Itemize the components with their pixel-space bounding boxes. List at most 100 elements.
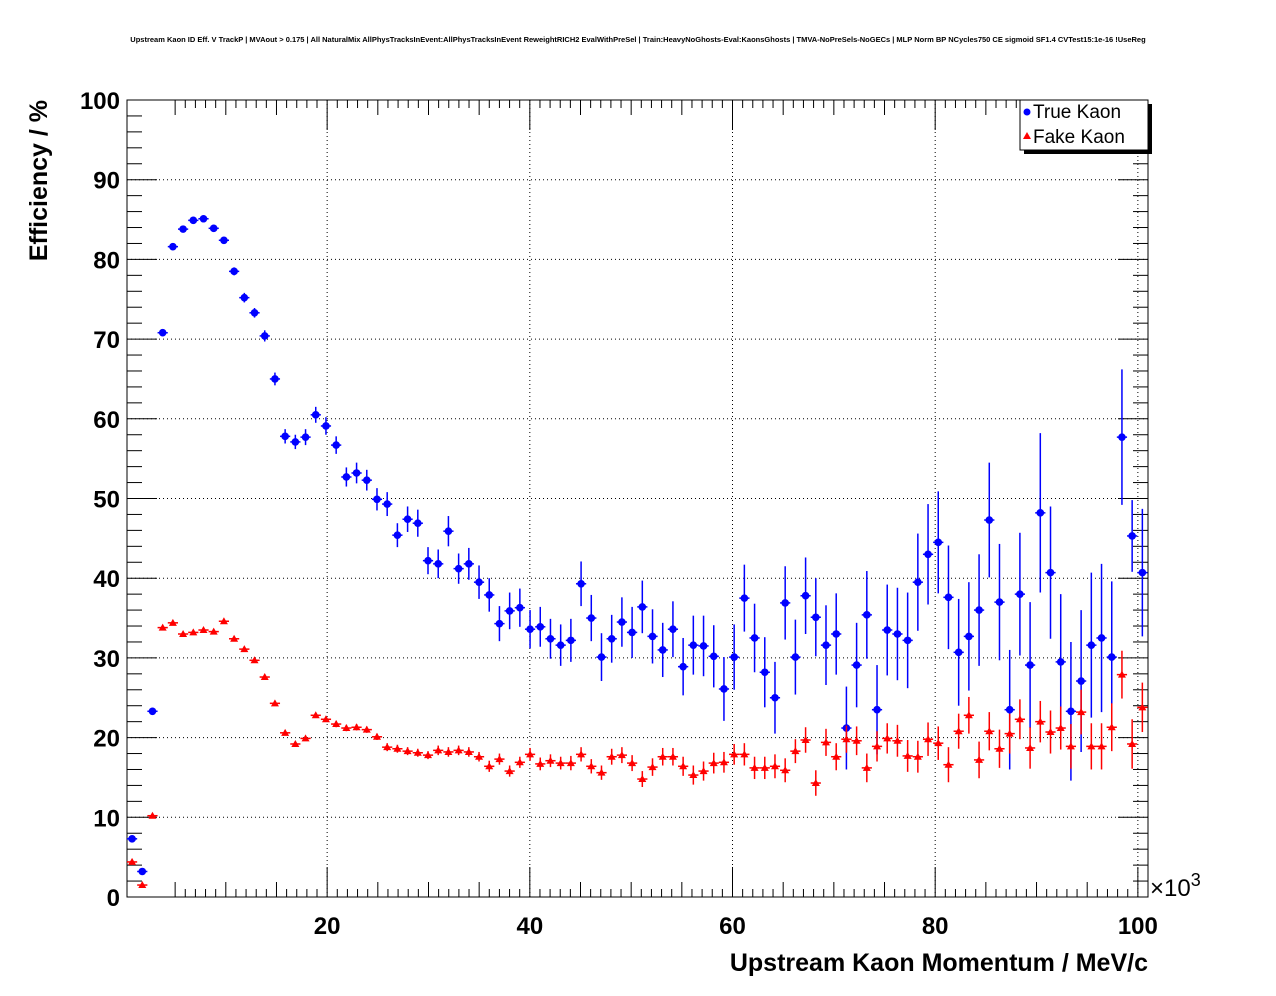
circle-marker [179, 225, 187, 233]
triangle-marker [383, 743, 392, 751]
circle-marker [424, 556, 432, 565]
data-point [973, 741, 985, 779]
triangle-marker [679, 762, 688, 770]
data-point [1116, 369, 1128, 505]
circle-marker [924, 550, 932, 559]
data-point [933, 726, 944, 760]
data-point [800, 727, 811, 753]
circle-marker [332, 441, 340, 449]
data-point [1045, 506, 1056, 639]
circle-marker [791, 653, 800, 661]
series-true-kaon [126, 214, 1148, 876]
triangle-marker [526, 750, 535, 758]
circle-marker [516, 603, 524, 612]
circle-marker [822, 641, 830, 649]
circle-marker [230, 267, 238, 276]
circle-marker [1026, 661, 1034, 669]
triangle-marker [485, 762, 494, 770]
circle-marker [495, 619, 504, 628]
data-point [922, 722, 934, 756]
data-point [1127, 500, 1138, 572]
circle-marker [607, 634, 616, 643]
data-point [535, 606, 546, 647]
triangle-marker [352, 723, 361, 731]
data-point [147, 707, 158, 716]
circle-marker [699, 642, 708, 650]
data-point [769, 754, 781, 779]
triangle-marker [321, 715, 330, 723]
data-point [402, 747, 413, 756]
data-point [596, 633, 607, 682]
data-point [1045, 710, 1056, 754]
data-point [280, 728, 291, 736]
data-point [157, 328, 168, 337]
data-point [188, 216, 199, 225]
data-point [780, 758, 791, 783]
data-point [800, 557, 811, 634]
data-point [524, 610, 536, 649]
data-point [882, 584, 893, 676]
data-point [1055, 706, 1066, 750]
data-point [627, 606, 638, 658]
data-point [657, 622, 668, 678]
data-point [912, 533, 923, 631]
triangle-marker [475, 752, 484, 760]
data-point [810, 578, 821, 657]
triangle-marker [924, 735, 933, 743]
circle-marker [638, 603, 647, 611]
circle-marker [291, 438, 300, 446]
triangle-marker [658, 752, 667, 760]
triangle-marker [985, 727, 994, 735]
triangle-marker [689, 771, 698, 779]
data-point [933, 491, 944, 594]
data-point [851, 726, 862, 756]
circle-marker [485, 591, 494, 599]
data-point [749, 756, 760, 780]
triangle-marker [801, 735, 810, 743]
triangle-marker [342, 724, 351, 732]
circle-marker [883, 626, 892, 634]
data-point [810, 770, 821, 796]
data-point [1096, 563, 1107, 713]
triangle-marker [301, 734, 310, 742]
circle-marker [811, 613, 820, 622]
data-point [780, 566, 791, 640]
data-point [861, 571, 872, 659]
circle-marker [393, 531, 402, 539]
data-point [167, 618, 178, 626]
y-tick-label: 10 [93, 805, 120, 832]
data-point [1076, 689, 1087, 735]
data-point [861, 753, 872, 783]
data-point [484, 578, 495, 612]
triangle-marker [617, 751, 626, 759]
data-point [371, 732, 383, 740]
circle-marker [1036, 509, 1045, 517]
y-axis-label: Efficiency / % [25, 100, 53, 261]
circle-marker [536, 623, 545, 631]
triangle-marker [444, 747, 453, 755]
data-point [943, 545, 954, 650]
circle-marker [771, 693, 779, 702]
data-point [586, 759, 597, 774]
triangle-marker [832, 752, 841, 760]
y-tick-label: 80 [93, 247, 120, 274]
data-point [902, 592, 913, 689]
data-point [371, 488, 383, 511]
circle-marker [740, 594, 749, 602]
triangle-marker [770, 762, 779, 770]
data-point [463, 547, 474, 580]
data-point [565, 755, 576, 771]
circle-marker [648, 632, 657, 641]
data-point [678, 637, 689, 696]
data-point [177, 225, 189, 233]
circle-marker [475, 578, 483, 586]
data-point [820, 605, 832, 685]
circle-marker [1128, 532, 1136, 540]
triangle-marker [730, 750, 739, 758]
data-point [963, 582, 974, 691]
data-point [392, 744, 403, 753]
axis-ticks [127, 99, 1148, 898]
data-point [749, 603, 760, 673]
circle-marker [128, 835, 136, 843]
